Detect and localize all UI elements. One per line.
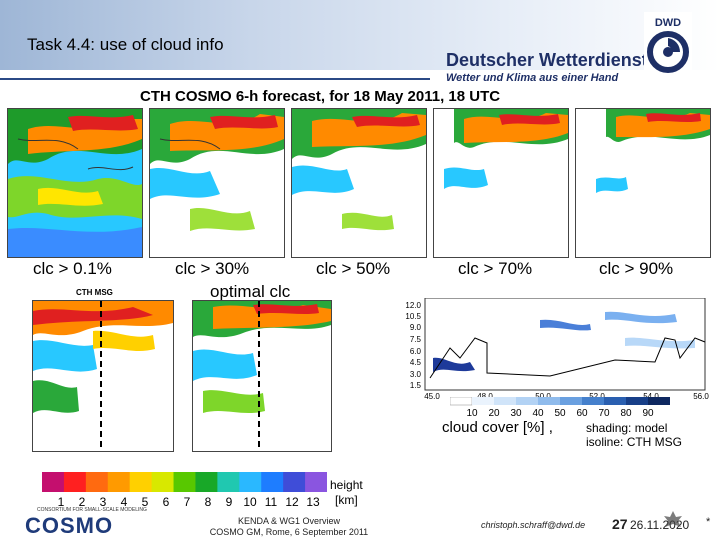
cover-tick-50: 50	[554, 408, 566, 419]
cth-msg-label: CTH MSG	[76, 288, 113, 297]
height-color-13	[305, 472, 327, 492]
logo-line1: Deutscher Wetterdienst	[446, 50, 648, 70]
xsec-xtick-4: 52.0	[589, 392, 605, 401]
cover-tick-40: 40	[532, 408, 544, 419]
cover-tick-30: 30	[510, 408, 522, 419]
cover-tick-90: 90	[642, 408, 654, 419]
footer-meeting-line1: KENDA & WG1 Overview	[237, 516, 341, 526]
header-band	[0, 0, 720, 70]
page-number: 27	[612, 516, 628, 532]
height-color-5	[129, 472, 153, 492]
height-tick-7: 7	[183, 495, 191, 509]
xsec-ytick-5: 6.0	[410, 347, 422, 356]
map-optimal-clc	[192, 300, 332, 452]
panel-title: CTH COSMO 6-h forecast, for 18 May 2011,…	[140, 88, 501, 105]
clc-label-5: clc > 90%	[599, 259, 674, 278]
height-tick-13: 13	[306, 495, 320, 509]
logo-line2: Wetter und Klima aus einer Hand	[446, 72, 619, 84]
cloud-cover-label: cloud cover [%] ,	[442, 419, 553, 436]
xsec-xtick-5: 54.0	[643, 392, 659, 401]
clc-label-1: clc > 0.1%	[33, 259, 112, 278]
clc-label-4: clc > 70%	[458, 259, 533, 278]
xsec-ytick-1: 12.0	[405, 301, 421, 310]
header-rule	[0, 78, 430, 80]
xsec-ytick-4: 7.5	[410, 335, 422, 344]
dwd-swirl-icon: DWD	[644, 12, 692, 76]
height-color-1	[42, 472, 65, 492]
height-ticks: 1 2 3 4 5 6 7 8 9 10 11 12 13	[42, 495, 327, 509]
height-color-9	[217, 472, 240, 492]
map-clc-0-1	[7, 108, 143, 258]
shading-legend: shading: model isoline: CTH MSG	[586, 421, 682, 449]
height-tick-5: 5	[141, 495, 149, 509]
height-tick-4: 4	[120, 495, 128, 509]
height-tick-10: 10	[243, 495, 257, 509]
height-color-11	[261, 472, 284, 492]
height-unit-line1: height	[330, 478, 363, 492]
clc-label-2: clc > 30%	[175, 259, 250, 278]
shading-label: shading: model	[586, 421, 668, 435]
height-tick-9: 9	[225, 495, 233, 509]
slide-title: Task 4.4: use of cloud info	[27, 35, 224, 54]
height-tick-2: 2	[78, 495, 86, 509]
footer-meeting: KENDA & WG1 Overview COSMO GM, Rome, 6 S…	[200, 516, 378, 538]
footer-meeting-line2: COSMO GM, Rome, 6 September 2011	[209, 527, 369, 537]
cosmo-logo: CONSORTIUM FOR SMALL-SCALE MODELING COSM…	[25, 507, 147, 539]
cover-tick-80: 80	[620, 408, 632, 419]
height-tick-11: 11	[264, 495, 278, 509]
height-color-4	[107, 472, 131, 492]
height-color-2	[63, 472, 87, 492]
height-unit-line2: [km]	[335, 493, 358, 507]
xsec-ytick-8: 1.5	[410, 381, 422, 390]
dwd-logo: Deutscher Wetterdienst Wetter und Klima …	[440, 8, 718, 88]
cosmo-small-text: CONSORTIUM FOR SMALL-SCALE MODELING	[37, 507, 147, 513]
isoline-label: isoline: CTH MSG	[586, 435, 683, 449]
footer-email: christoph.schraff@dwd.de	[481, 520, 586, 530]
height-color-6	[151, 472, 175, 492]
cover-tick-70: 70	[598, 408, 610, 419]
xsec-ytick-7: 3.0	[410, 370, 422, 379]
map-clc-90	[575, 108, 711, 258]
height-tick-8: 8	[204, 495, 212, 509]
xsec-ytick-3: 9.0	[410, 323, 422, 332]
height-color-12	[283, 472, 306, 492]
footer-star: *	[706, 516, 711, 528]
xsec-ytick-6: 4.5	[410, 358, 422, 367]
map-clc-30	[149, 108, 285, 258]
xsec-xtick-1: 45.0	[424, 392, 440, 401]
optimal-clc-label: optimal clc	[210, 282, 291, 301]
height-colorbar	[42, 472, 327, 492]
height-tick-12: 12	[285, 495, 299, 509]
xsec-xtick-6: 56.0	[693, 392, 709, 401]
logo-badge: DWD	[655, 17, 681, 29]
height-tick-3: 3	[99, 495, 107, 509]
height-color-3	[85, 472, 109, 492]
height-tick-1: 1	[57, 495, 65, 509]
xsec-xtick-3: 50.0	[535, 392, 551, 401]
height-tick-6: 6	[162, 495, 170, 509]
height-color-10	[239, 472, 262, 492]
map-cth-msg	[32, 300, 174, 452]
xsec-xtick-2: 48.0	[477, 392, 493, 401]
height-color-7	[173, 472, 196, 492]
height-color-8	[195, 472, 218, 492]
cross-section-plot: 12.0 10.5 9.0 7.5 6.0 4.5 3.0 1.5 45.0 4…	[405, 298, 709, 401]
eagle-seal-icon	[664, 511, 682, 527]
cosmo-logo-text: COSMO	[25, 513, 114, 538]
cover-tick-20: 20	[488, 408, 500, 419]
cover-tick-60: 60	[576, 408, 588, 419]
clc-label-3: clc > 50%	[316, 259, 391, 278]
map-clc-50	[291, 108, 427, 258]
xsec-ytick-2: 10.5	[405, 312, 421, 321]
cloud-cover-colorbar: 10 20 30 40 50 60 70 80 90	[450, 397, 670, 419]
height-unit: height [km]	[330, 478, 363, 508]
map-clc-70	[433, 108, 569, 258]
cover-tick-10: 10	[466, 408, 478, 419]
